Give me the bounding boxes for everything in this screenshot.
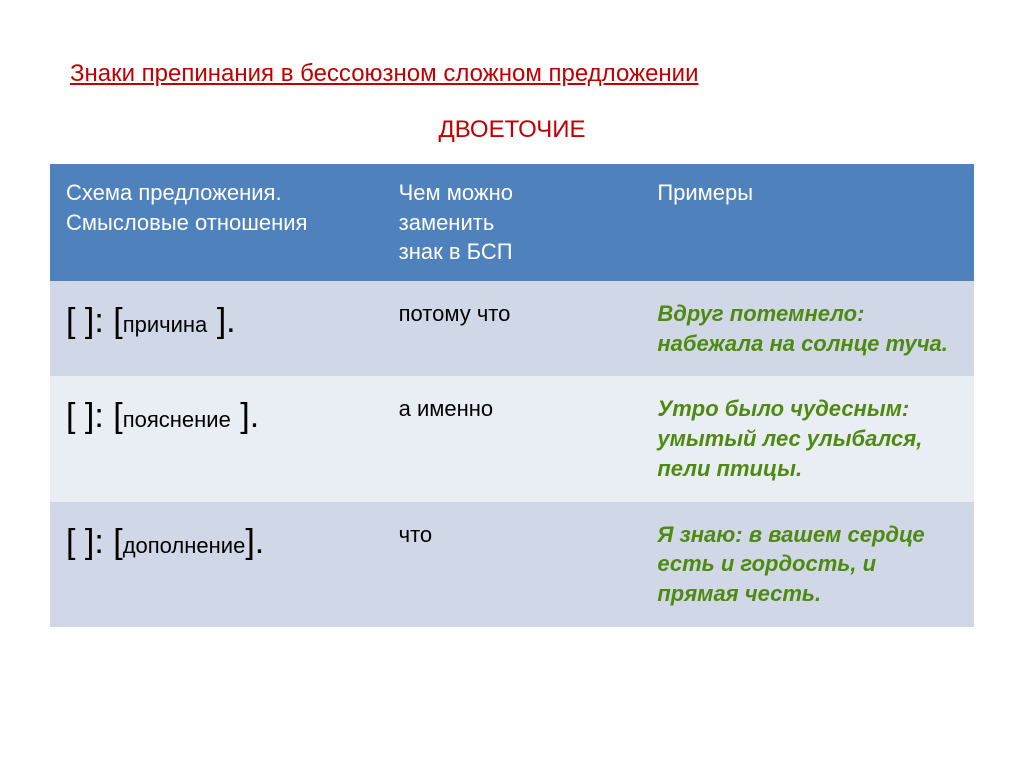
table-row: [ ]: [причина ]. потому что Вдруг потемн…	[50, 281, 974, 376]
schema-label: пояснение	[123, 407, 231, 432]
cell-schema: [ ]: [причина ].	[50, 281, 383, 376]
page-subtitle: ДВОЕТОЧИЕ	[50, 116, 974, 144]
cell-example: Я знаю: в вашем сердце есть и гордость, …	[641, 502, 974, 627]
cell-replace: что	[383, 502, 642, 627]
cell-replace: потому что	[383, 281, 642, 376]
schema-suffix: ].	[207, 302, 235, 340]
header-example: Примеры	[641, 164, 974, 281]
header-schema: Схема предложения. Смысловые отношения	[50, 164, 383, 281]
table-header-row: Схема предложения. Смысловые отношения Ч…	[50, 164, 974, 281]
table-row: [ ]: [дополнение]. что Я знаю: в вашем с…	[50, 502, 974, 627]
page-title: Знаки препинания в бессоюзном сложном пр…	[70, 60, 974, 88]
header-col2-l1: Чем можно	[399, 180, 513, 205]
header-replace: Чем можно заменить знак в БСП	[383, 164, 642, 281]
header-col1-l1: Схема предложения.	[66, 180, 282, 205]
schema-suffix: ].	[245, 523, 264, 561]
header-col2-l2: заменить	[399, 210, 495, 235]
cell-example: Вдруг потемнело: набежала на солнце туча…	[641, 281, 974, 376]
cell-schema: [ ]: [пояснение ].	[50, 376, 383, 501]
table-row: [ ]: [пояснение ]. а именно Утро было чу…	[50, 376, 974, 501]
schema-label: причина	[123, 312, 208, 337]
punctuation-table: Схема предложения. Смысловые отношения Ч…	[50, 164, 974, 627]
cell-replace: а именно	[383, 376, 642, 501]
cell-example: Утро было чудесным: умытый лес улыбался,…	[641, 376, 974, 501]
schema-prefix: [ ]: [	[66, 523, 123, 561]
header-col2-l3: знак в БСП	[399, 239, 513, 264]
schema-label: дополнение	[123, 533, 246, 558]
header-col1-l2: Смысловые отношения	[66, 210, 307, 235]
schema-prefix: [ ]: [	[66, 397, 123, 435]
schema-suffix: ].	[231, 397, 259, 435]
schema-prefix: [ ]: [	[66, 302, 123, 340]
cell-schema: [ ]: [дополнение].	[50, 502, 383, 627]
